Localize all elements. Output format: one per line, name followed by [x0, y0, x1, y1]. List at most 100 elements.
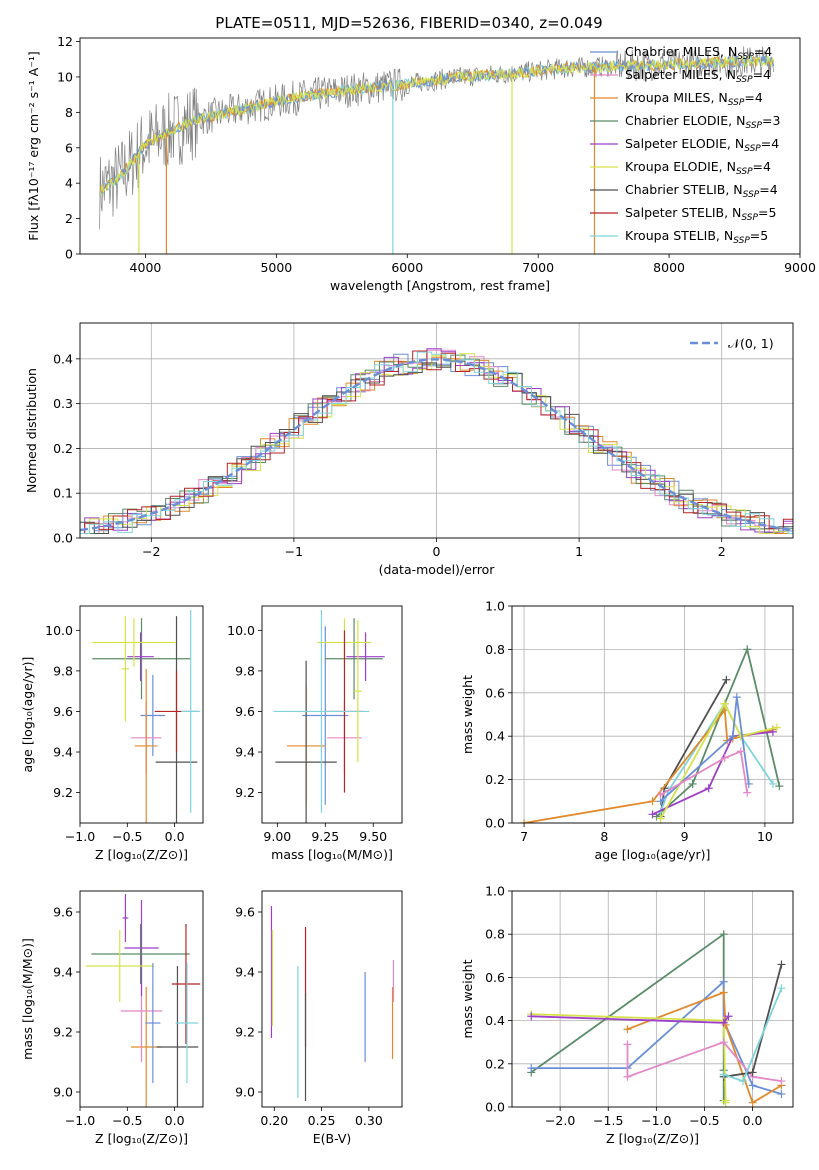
x-tick-label: 0.20	[260, 1113, 288, 1128]
errorbars	[270, 906, 395, 1101]
weight-marker	[648, 810, 657, 819]
y-tick-label: 10.0	[227, 623, 255, 638]
weight-marker	[777, 1090, 786, 1099]
plot-frame	[511, 890, 794, 1108]
weight-marker	[736, 732, 745, 741]
plot-frame	[79, 322, 794, 539]
mass_vs_Z-axes	[76, 911, 176, 1111]
legend-nssp: 4	[770, 182, 778, 197]
residual-histogram	[80, 350, 793, 534]
x-tick-label: 10	[757, 829, 773, 844]
legend-nssp: 3	[772, 113, 780, 128]
weight-marker	[656, 814, 665, 823]
normal-curve	[80, 358, 793, 532]
weight-marker	[736, 747, 745, 756]
legend-sub: SSP	[743, 190, 760, 200]
x-tick-label: 1	[575, 544, 583, 559]
model-spectrum	[99, 55, 775, 196]
weight-marker	[721, 1098, 730, 1107]
residual-histogram	[80, 349, 793, 534]
y-tick-label: 0.6	[485, 970, 505, 985]
legend-sub: SSP	[737, 52, 754, 62]
legend-name: Salpeter ELODIE	[625, 136, 727, 151]
weight-line	[523, 707, 774, 823]
legend-nssp-prefix: , N	[710, 90, 727, 105]
legend-nssp-prefix: , N	[727, 136, 744, 151]
legend-sub: SSP	[736, 75, 753, 85]
legend-eq: =	[753, 159, 763, 174]
y-tick-label: 10.0	[45, 623, 73, 638]
y-tick-label: 1.0	[485, 884, 505, 899]
x-tick-label: 9000	[784, 260, 816, 275]
x-axis-label: wavelength [Angstrom, rest frame]	[330, 278, 550, 293]
legend-label: Chabrier MILES, NSSP=4	[625, 44, 772, 62]
y-tick-label: 0.8	[485, 927, 505, 942]
legend-eq: =	[744, 90, 754, 105]
x-tick-label: −1.0	[65, 1113, 95, 1128]
legend-nssp: 4	[771, 136, 779, 151]
x-tick-label: −0.5	[112, 829, 142, 844]
weight-line	[660, 750, 749, 796]
weight-marker	[768, 779, 777, 788]
x-tick-label: −0.5	[689, 1113, 719, 1128]
legend-name: Chabrier MILES	[625, 44, 720, 59]
legend-name: Salpeter MILES	[625, 67, 719, 82]
weight-marker	[738, 1077, 747, 1086]
weight-marker	[777, 1077, 786, 1086]
weight-marker	[527, 1012, 536, 1021]
plot-frame	[261, 890, 403, 1108]
y-tick-label: 9.2	[53, 785, 73, 800]
x-tick-label: −1.5	[593, 1113, 623, 1128]
y-tick-label: 10	[57, 69, 73, 84]
x-axis-label: Z [log₁₀(Z/Z⊙)]	[95, 1131, 188, 1146]
weight-marker	[775, 782, 784, 791]
legend-label: Kroupa STELIB, NSSP=5	[625, 228, 768, 246]
y-tick-label: 6	[65, 140, 73, 155]
legend-label: Chabrier STELIB, NSSP=4	[625, 182, 778, 200]
y-axis-label: Flux [fλ10⁻¹⁷ erg cm⁻² s⁻¹ A⁻¹]	[26, 51, 41, 240]
x-tick-label: −0.5	[112, 1113, 142, 1128]
x-tick-label: 0.0	[165, 1113, 185, 1128]
x-tick-label: 9.50	[359, 829, 387, 844]
weight-marker	[743, 788, 752, 797]
weight-marker	[728, 732, 737, 741]
x-tick-label: −2.0	[545, 1113, 575, 1128]
y-tick-label: 0.4	[485, 1013, 505, 1028]
x-tick-label: 0.0	[165, 829, 185, 844]
legend-nssp-prefix: , N	[719, 67, 736, 82]
y-tick-label: 0.3	[53, 396, 73, 411]
residual-histogram	[80, 360, 793, 534]
x-tick-label: 2	[718, 544, 726, 559]
chart-title: PLATE=0511, MJD=52636, FIBERID=0340, z=0…	[215, 14, 602, 32]
y-tick-label: 9.8	[53, 663, 73, 678]
x-tick-label: 6000	[391, 260, 423, 275]
weight-marker	[743, 645, 752, 654]
legend-name: Kroupa STELIB	[625, 228, 716, 243]
y-tick-label: 9.6	[235, 704, 255, 719]
weight-marker	[719, 977, 728, 986]
y-tick-label: 0.2	[485, 772, 505, 787]
weight-line	[659, 701, 778, 820]
errorbars	[85, 894, 201, 1107]
legend-eq: =	[750, 228, 760, 243]
weight-marker	[688, 779, 697, 788]
legend-label: Chabrier ELODIE, NSSP=3	[625, 113, 780, 131]
residual-histogram	[80, 351, 793, 534]
x-tick-label: 9.25	[311, 829, 339, 844]
weight-marker	[720, 699, 729, 708]
mass_vs_EBV-axes	[258, 911, 370, 1111]
weight-marker	[777, 984, 786, 993]
plot-frame	[79, 37, 801, 255]
legend-label: Salpeter ELODIE, NSSP=4	[625, 136, 779, 154]
weight-marker	[623, 1072, 632, 1081]
weight-marker	[520, 819, 529, 823]
weight-marker	[652, 812, 661, 821]
age_vs_Z-axes	[76, 629, 176, 827]
x-tick-label: 0.25	[308, 1113, 336, 1128]
y-tick-label: 9.4	[53, 965, 73, 980]
legend-eq: =	[759, 182, 769, 197]
y-tick-label: 9.0	[53, 1085, 73, 1100]
x-tick-label: −2	[142, 544, 160, 559]
legend-label: Salpeter MILES, NSSP=4	[625, 67, 771, 85]
weight-marker	[704, 784, 713, 793]
